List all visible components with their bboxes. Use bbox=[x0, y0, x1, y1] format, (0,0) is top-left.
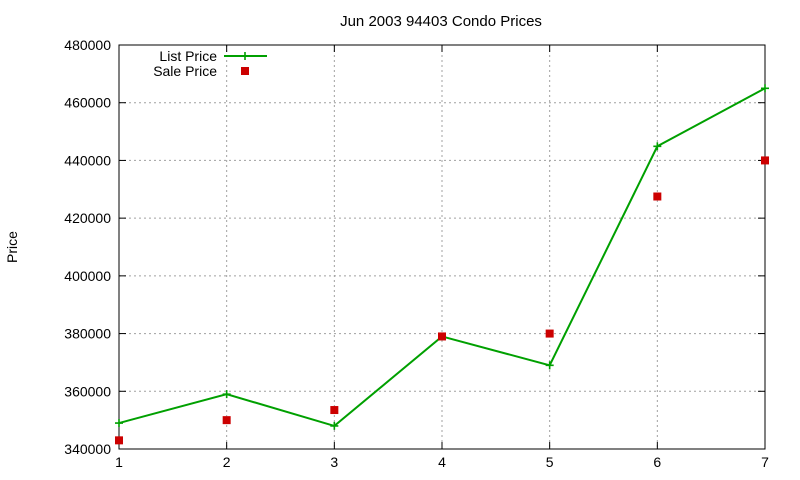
list-price-point bbox=[653, 142, 662, 151]
legend-label-sale-price: Sale Price bbox=[153, 63, 217, 79]
x-tick-label: 5 bbox=[546, 454, 554, 470]
legend-marker-list-price bbox=[241, 52, 249, 60]
list-price-point bbox=[330, 421, 339, 430]
axis-ticks bbox=[118, 44, 766, 450]
x-tick-label: 3 bbox=[330, 454, 338, 470]
y-tick-label: 440000 bbox=[64, 152, 111, 168]
legend-label-list-price: List Price bbox=[159, 48, 217, 64]
x-tick-label: 1 bbox=[115, 454, 123, 470]
chart-title: Jun 2003 94403 Condo Prices bbox=[340, 13, 542, 30]
grid-lines bbox=[119, 45, 765, 449]
sale-price-point bbox=[761, 156, 769, 165]
legend-marker-sale-price bbox=[241, 67, 249, 75]
x-tick-label: 7 bbox=[761, 454, 769, 470]
x-tick-label: 4 bbox=[438, 454, 446, 470]
sale-price-point bbox=[330, 406, 339, 415]
series-sale-price bbox=[115, 156, 769, 445]
y-tick-label: 380000 bbox=[64, 326, 111, 342]
x-tick-label: 2 bbox=[223, 454, 231, 470]
y-tick-label: 480000 bbox=[64, 37, 111, 53]
x-tick-label: 6 bbox=[653, 454, 661, 470]
sale-price-point bbox=[653, 192, 662, 201]
sale-price-point bbox=[545, 329, 554, 338]
y-tick-labels: 340000 360000 380000 400000 420000 440000 4600… bbox=[64, 37, 111, 457]
y-tick-label: 340000 bbox=[64, 441, 111, 457]
sale-price-point bbox=[222, 416, 231, 425]
list-price-point bbox=[545, 361, 554, 370]
legend: List Price Sale Price bbox=[153, 48, 267, 79]
list-price-point bbox=[115, 419, 123, 428]
list-price-point bbox=[222, 390, 231, 399]
sale-price-point bbox=[438, 332, 446, 341]
sale-price-point bbox=[115, 436, 123, 445]
y-tick-label: 460000 bbox=[64, 95, 111, 111]
list-price-point bbox=[761, 84, 769, 93]
y-tick-label: 420000 bbox=[64, 210, 111, 226]
y-tick-label: 360000 bbox=[64, 383, 111, 399]
y-tick-label: 400000 bbox=[64, 268, 111, 284]
y-axis-label: Price bbox=[4, 231, 20, 263]
x-tick-labels: 1 2 3 4 5 6 7 bbox=[115, 454, 769, 470]
